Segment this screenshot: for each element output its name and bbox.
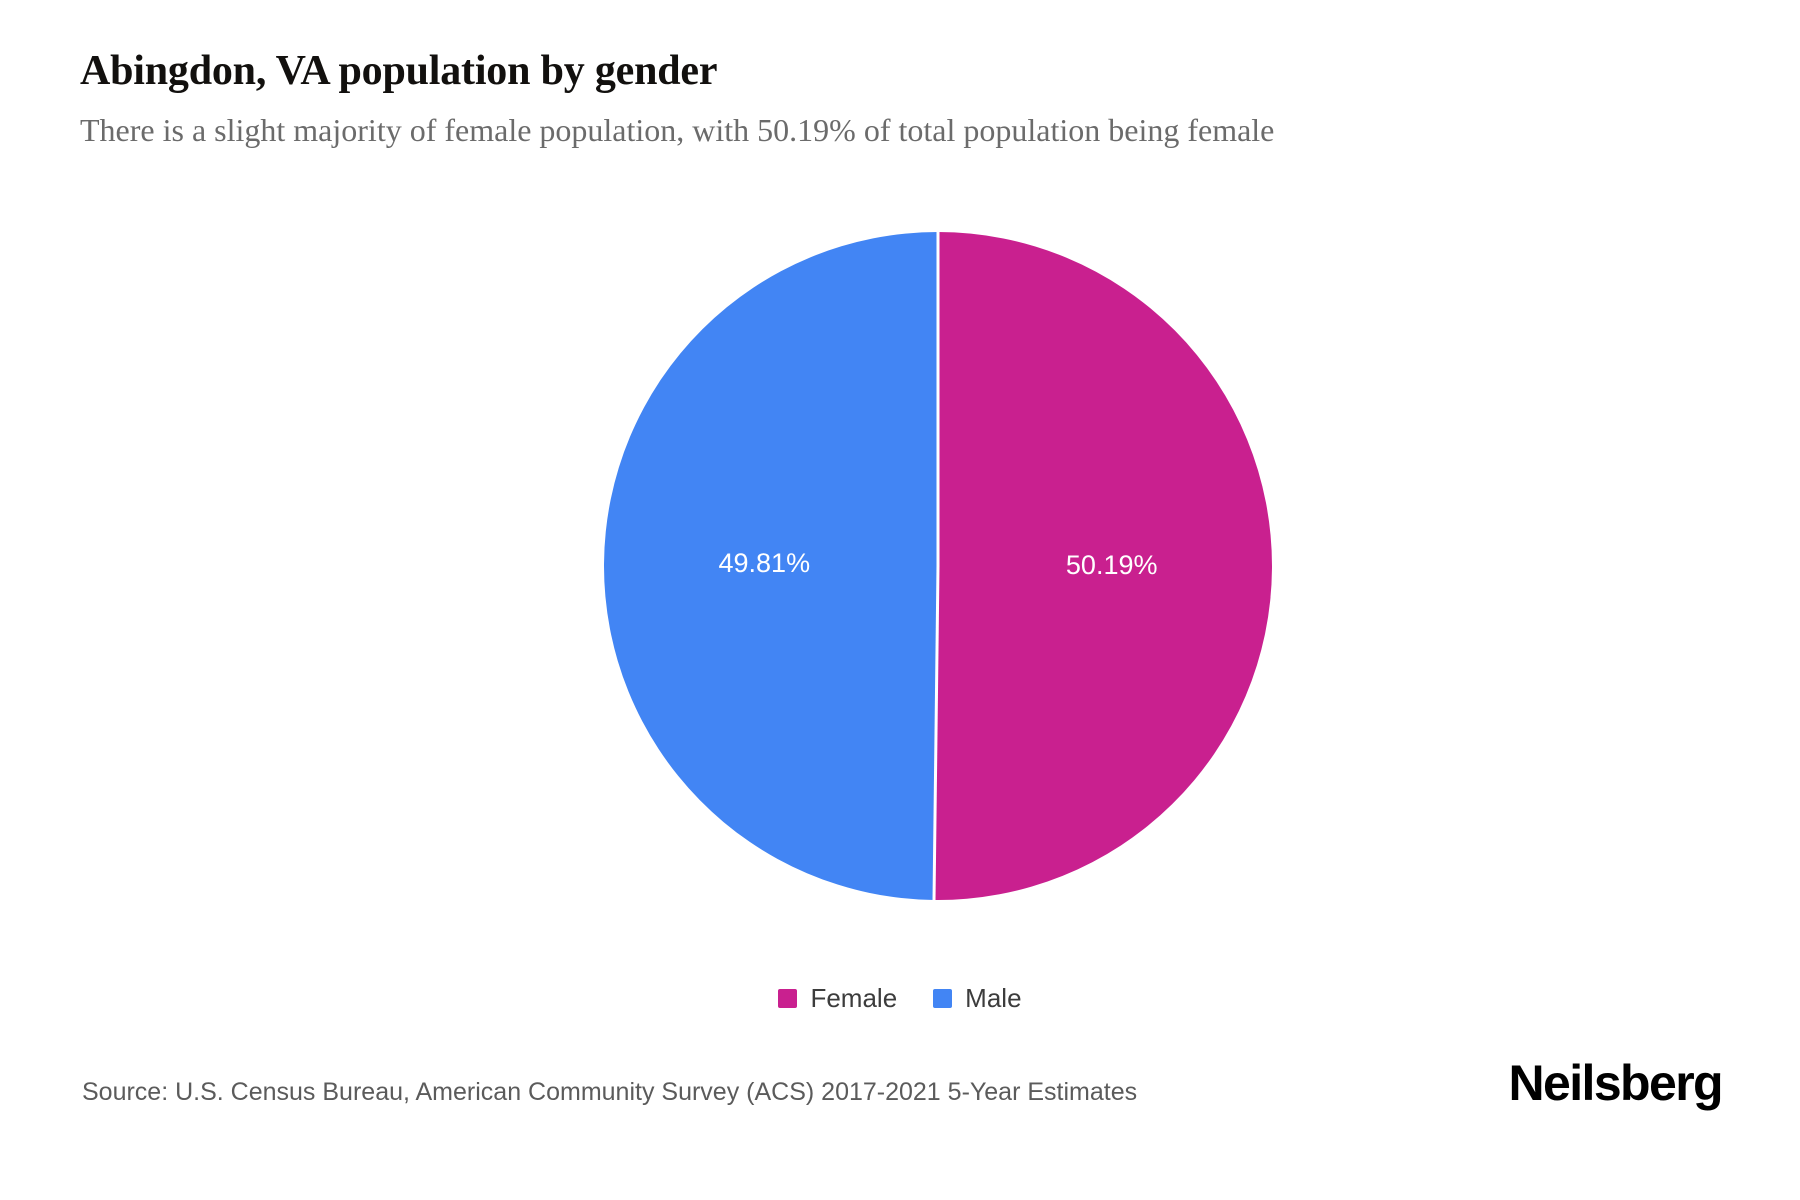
- pie-slice-male[interactable]: [603, 232, 938, 900]
- pie-slice-label-male: 49.81%: [719, 548, 811, 578]
- pie-svg: 50.19% 49.81%: [603, 232, 1272, 900]
- pie-chart: 50.19% 49.81%: [603, 232, 1272, 900]
- page-title: Abingdon, VA population by gender: [80, 48, 718, 94]
- chart-legend: Female Male: [0, 985, 1800, 1011]
- source-note: Source: U.S. Census Bureau, American Com…: [82, 1078, 1138, 1106]
- legend-swatch-female-icon: [778, 988, 798, 1008]
- legend-item-male[interactable]: Male: [933, 983, 1022, 1013]
- neilsberg-logo: Neilsberg: [1508, 1055, 1724, 1111]
- pie-slice-female[interactable]: [934, 232, 1272, 900]
- pie-slice-label-female: 50.19%: [1066, 550, 1158, 580]
- legend-label-female: Female: [810, 983, 898, 1013]
- legend-item-female[interactable]: Female: [778, 985, 897, 1011]
- chart-subtitle: There is a slight majority of female pop…: [80, 112, 1275, 149]
- legend-label-male: Male: [965, 983, 1022, 1013]
- chart-header: Abingdon, VA population by gender There …: [80, 48, 1740, 149]
- pie-slice-divider-bottom: [932, 565, 940, 900]
- legend-swatch-male-icon: [933, 988, 953, 1008]
